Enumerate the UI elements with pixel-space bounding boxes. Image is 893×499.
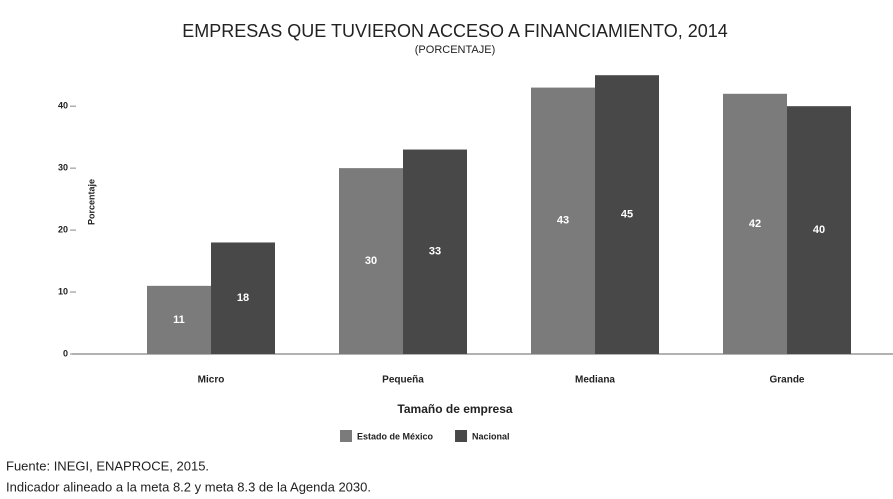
y-tick-label: 40 (58, 101, 68, 111)
bar (531, 87, 595, 354)
data-label: 18 (237, 292, 249, 304)
y-tick-label: 30 (58, 163, 68, 173)
note: Indicador alineado a la meta 8.2 y meta … (6, 479, 371, 494)
y-axis-label: Porcentaje (86, 179, 96, 225)
data-label: 30 (365, 255, 377, 267)
data-label: 11 (173, 314, 185, 326)
bar (339, 168, 403, 354)
data-label: 45 (621, 209, 633, 221)
data-label: 43 (557, 215, 569, 227)
data-label: 40 (813, 224, 825, 236)
data-label: 33 (429, 246, 441, 258)
y-tick-label: 10 (58, 286, 68, 296)
x-tick-label: Grande (769, 375, 804, 386)
chart-subtitle: (PORCENTAJE) (415, 44, 495, 56)
x-tick-label: Mediana (575, 375, 615, 386)
bar (595, 75, 659, 355)
note: Fuente: INEGI, ENAPROCE, 2015. (6, 458, 209, 473)
bar (211, 242, 275, 354)
bar (403, 149, 467, 354)
legend-swatch (455, 430, 468, 442)
bar (723, 93, 787, 355)
x-tick-label: Pequeña (382, 375, 424, 386)
x-axis-label: Tamaño de empresa (397, 402, 512, 416)
data-label: 42 (749, 218, 761, 230)
bar (147, 285, 211, 354)
legend-label: Estado de México (357, 431, 434, 441)
legend-swatch (340, 430, 352, 442)
bar (787, 106, 851, 354)
legend-label: Nacional (472, 431, 510, 441)
y-tick-label: 20 (58, 224, 68, 234)
x-tick-label: Micro (198, 375, 225, 386)
y-tick-label: 0 (63, 348, 68, 358)
chart-title: EMPRESAS QUE TUVIERON ACCESO A FINANCIAM… (182, 21, 727, 41)
